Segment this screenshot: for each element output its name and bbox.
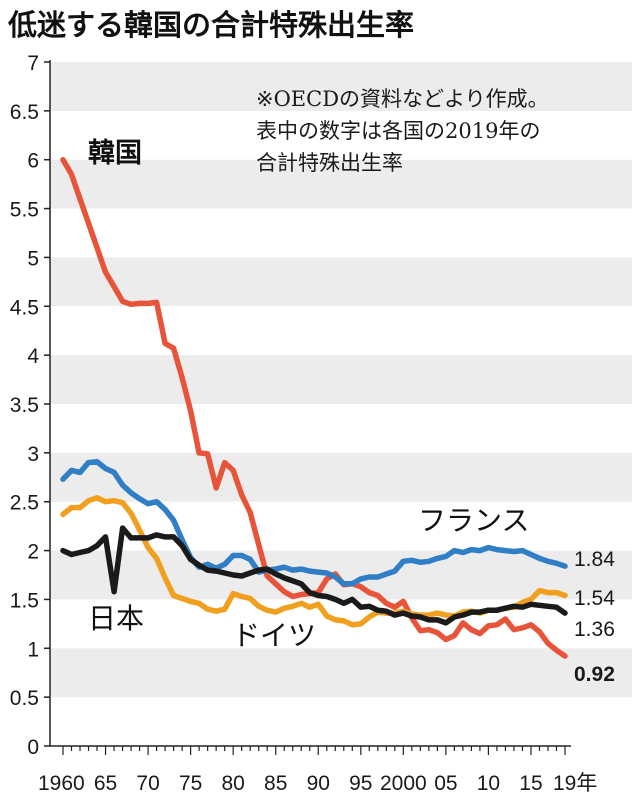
end-value-label: 0.92 (574, 663, 615, 686)
y-tick-label: 4.5 (10, 296, 39, 319)
y-tick-label: 0.5 (10, 687, 39, 710)
chart-title: 低迷する韓国の合計特殊出生率 (8, 8, 415, 42)
end-value-label: 1.54 (574, 587, 615, 610)
y-tick-label: 2.5 (10, 492, 39, 515)
x-tick-label: 95 (349, 772, 372, 795)
y-tick-label: 1 (27, 638, 39, 661)
source-note-line: ※OECDの資料などより作成。 (256, 87, 549, 111)
series-label-韓国: 韓国 (88, 138, 142, 169)
grid-band (50, 62, 632, 111)
y-tick-label: 4 (27, 345, 39, 368)
x-ticks (62, 746, 566, 755)
series-line-フランス (60, 458, 568, 587)
y-tick-label: 6 (27, 150, 39, 173)
series-label-ドイツ: ドイツ (232, 619, 316, 652)
y-tick-label: 5.5 (10, 199, 39, 222)
grid-band (50, 257, 632, 307)
end-value-label: 1.36 (574, 618, 615, 641)
x-tick-label: 65 (94, 772, 117, 795)
grid-bands (50, 62, 632, 698)
x-tick-label: 80 (221, 772, 244, 795)
y-tick-label: 5 (27, 247, 39, 270)
x-tick-label: 90 (307, 772, 330, 795)
end-value-label: 1.84 (574, 548, 615, 571)
y-tick-label: 7 (27, 52, 39, 75)
x-tick-label: 85 (264, 772, 287, 795)
grid-band (50, 452, 632, 502)
grid-band (50, 159, 632, 209)
y-tick-label: 0 (27, 736, 39, 759)
x-tick-label: 15 (519, 772, 542, 795)
x-tick-label: 2000 (380, 772, 427, 795)
x-tick-label: 75 (179, 772, 202, 795)
x-tick-label: 70 (136, 772, 159, 795)
y-tick-label: 3.5 (10, 394, 39, 417)
x-tick-label: 05 (434, 772, 457, 795)
series-label-日本: 日本 (88, 602, 144, 635)
x-tick-label: 10 (477, 772, 500, 795)
grid-band (50, 355, 632, 404)
x-tick-label: 19年 (553, 772, 597, 795)
grid-band (50, 648, 632, 698)
y-tick-label: 6.5 (10, 101, 39, 124)
y-tick-label: 3 (27, 443, 39, 466)
series-label-フランス: フランス (418, 504, 529, 537)
source-note-line: 合計特殊出生率 (256, 151, 403, 175)
source-note-line: 表中の数字は各国の2019年の (256, 119, 540, 143)
x-tick-label: 1960 (38, 772, 85, 795)
y-tick-label: 1.5 (10, 589, 39, 612)
y-tick-label: 2 (27, 541, 39, 564)
series-line-日本 (60, 525, 568, 626)
